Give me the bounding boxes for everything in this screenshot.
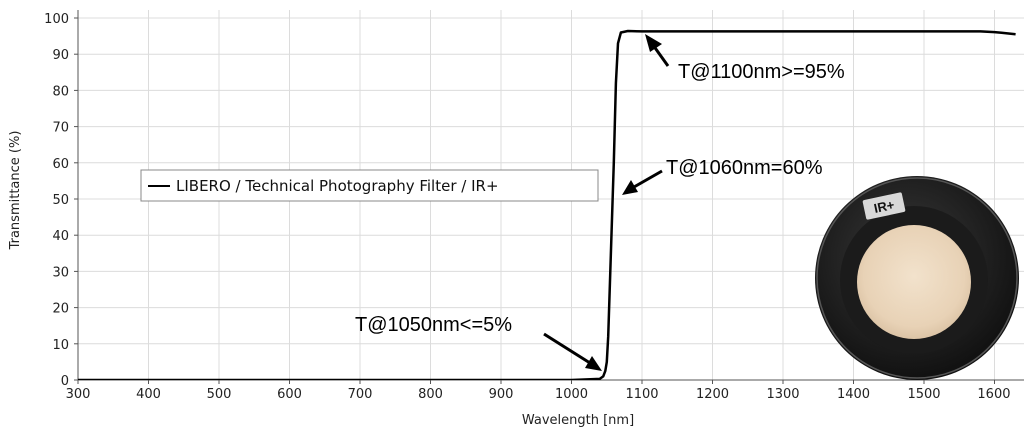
arrowhead-t1060-icon (622, 180, 638, 195)
y-tick-label: 100 (44, 12, 69, 27)
filter-glass (857, 225, 971, 339)
x-tick-label: 500 (207, 387, 232, 402)
x-tick-label: 1200 (696, 387, 729, 402)
x-tick-label: 1300 (766, 387, 799, 402)
y-tick-label: 70 (52, 121, 69, 136)
y-tick-label: 80 (52, 84, 69, 99)
x-tick-label: 900 (489, 387, 514, 402)
y-tick-label: 90 (52, 48, 69, 63)
annotations: T@1100nm>=95% T@1060nm=60% T@1050nm<=5% (355, 34, 845, 371)
legend-entry: LIBERO / Technical Photography Filter / … (176, 177, 499, 195)
y-tick-label: 40 (52, 229, 69, 244)
series-line (78, 29, 1016, 380)
x-tick-label: 1400 (837, 387, 870, 402)
filter-ring-edge (816, 177, 1018, 379)
filter-photo: IR+ (815, 176, 1019, 380)
x-tick-label: 1100 (625, 387, 658, 402)
legend-box (140, 169, 599, 202)
y-tick-label: 0 (61, 374, 69, 389)
x-tick-label: 300 (66, 387, 91, 402)
y-tick-label: 10 (52, 338, 69, 353)
x-tick-labels: 300 400 500 600 700 800 900 1000 1100 1200 1300 140… (66, 387, 1011, 402)
arrowhead-t1050-icon (585, 356, 602, 371)
x-tick-label: 1000 (555, 387, 588, 402)
arrow-t1100 (651, 44, 670, 67)
y-tick-label: 60 (52, 157, 69, 172)
annotation-t1100: T@1100nm>=95% (678, 61, 845, 83)
y-axis-label: Transmittance (%) (8, 131, 23, 251)
y-tick-label: 20 (52, 302, 69, 317)
x-tick-label: 400 (136, 387, 161, 402)
filter-label-text: IR+ (872, 197, 896, 216)
legend: LIBERO / Technical Photography Filter / … (140, 169, 599, 202)
x-tick-label: 600 (277, 387, 302, 402)
filter-label-sticker (862, 192, 906, 220)
y-tick-labels: 0 10 20 30 40 50 60 70 80 90 100 (44, 12, 69, 389)
y-tick-label: 50 (52, 193, 69, 208)
arrowhead-t1100-icon (645, 34, 662, 52)
series-layer (78, 29, 1016, 380)
arrow-t1050 (543, 332, 591, 365)
x-axis-label: Wavelength [nm] (522, 413, 634, 428)
annotation-t1060: T@1060nm=60% (666, 157, 823, 179)
y-tick-label: 30 (52, 265, 69, 280)
x-tick-label: 1600 (977, 387, 1010, 402)
x-tick-label: 800 (418, 387, 443, 402)
arrow-t1060 (633, 169, 663, 189)
x-tick-label: 700 (348, 387, 373, 402)
annotation-t1050: T@1050nm<=5% (355, 314, 512, 336)
x-tick-label: 1500 (907, 387, 940, 402)
